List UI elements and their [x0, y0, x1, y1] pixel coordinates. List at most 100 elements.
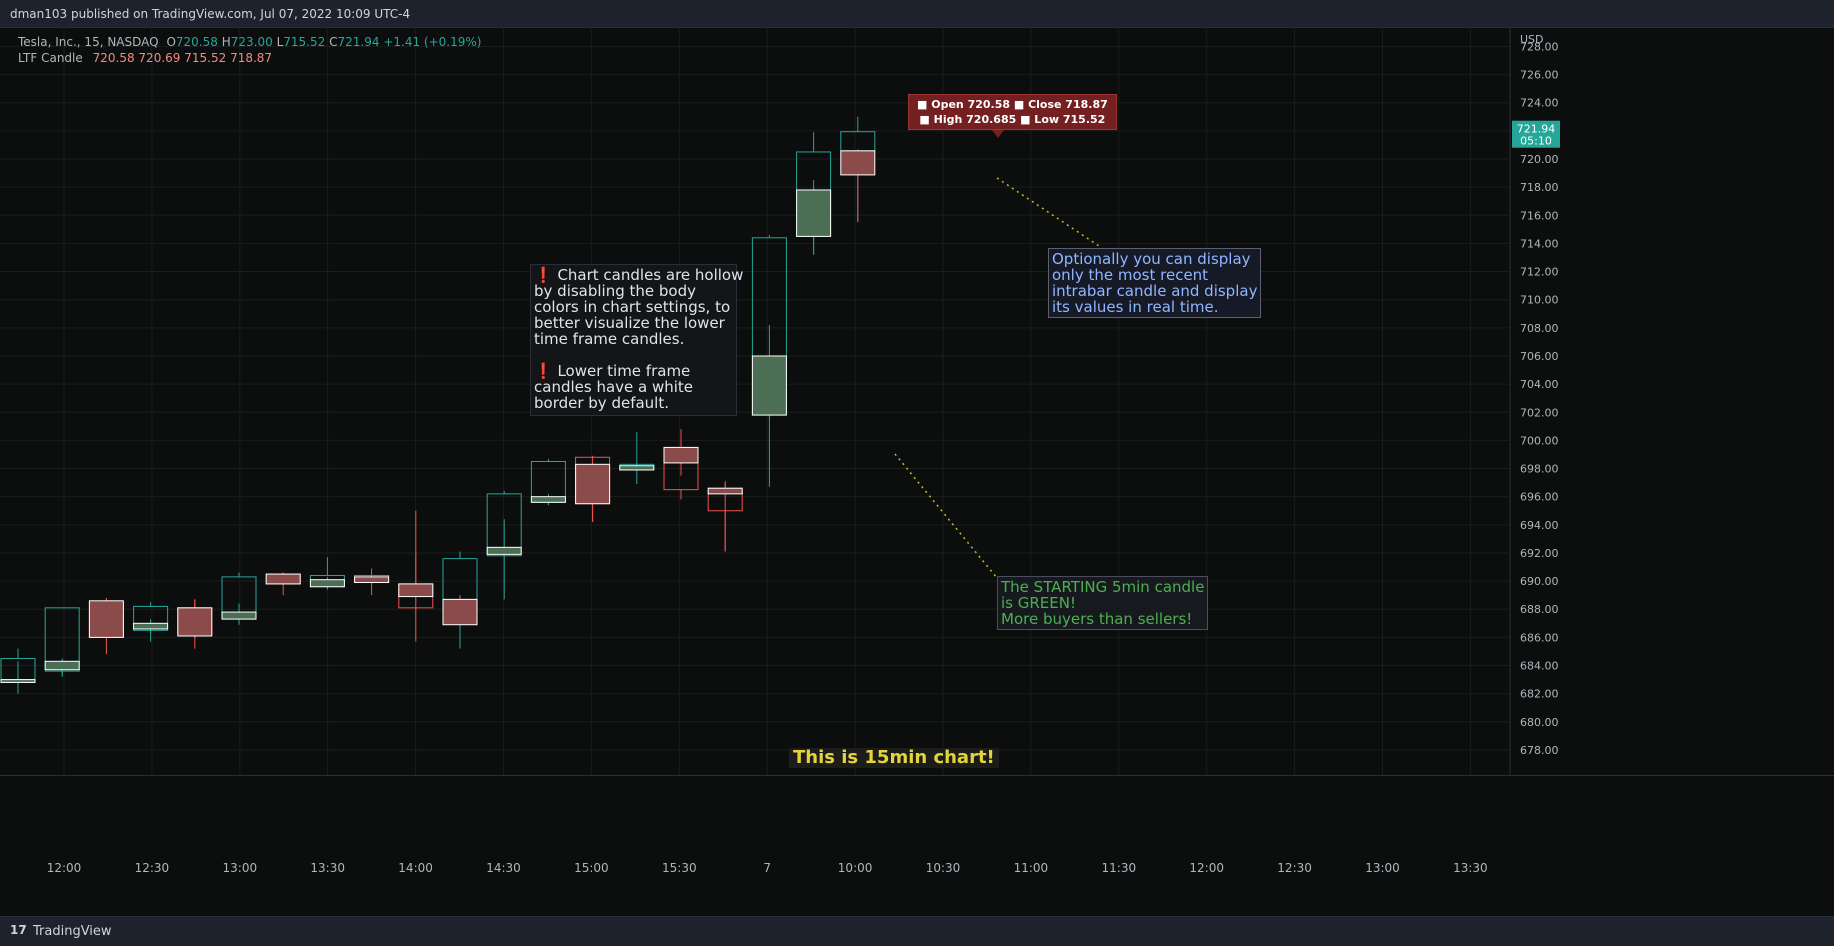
ltf-body [751, 355, 787, 416]
candle-body [442, 558, 478, 600]
note-line: time frame candles. [534, 330, 685, 348]
note-hollow-candles: ❗ Chart candles are hollow by disabling … [530, 264, 744, 416]
y-tick-label: 678.00 [1520, 744, 1559, 757]
legend-close-label: C [329, 35, 338, 49]
legend-symbol-row: Tesla, Inc., 15, NASDAQ O720.58 H723.00 … [18, 34, 481, 50]
connector-line-starting [894, 453, 998, 579]
y-tick-label: 684.00 [1520, 660, 1559, 673]
legend-low: 715.52 [283, 35, 326, 49]
legend-close: 721.94 [337, 35, 380, 49]
y-tick-label: 686.00 [1520, 631, 1559, 644]
y-tick-label: 688.00 [1520, 603, 1559, 616]
last-price-label [1512, 120, 1560, 148]
note-line: only the most recent [1052, 266, 1209, 284]
legend-open-label: O [166, 35, 176, 49]
ltf-body [796, 189, 832, 237]
indicator-value: 715.52 [184, 51, 227, 65]
tooltip-line: ■ Open 720.58 ■ Close 718.87 [917, 98, 1108, 111]
x-tick-label: 10:30 [926, 861, 961, 875]
ltf-body [663, 446, 699, 464]
x-tick-label: 13:30 [1453, 861, 1488, 875]
legend-high: 723.00 [230, 35, 273, 49]
note-line: ❗ Lower time frame [534, 362, 691, 380]
ltf-body [88, 600, 124, 638]
y-tick-label: 698.00 [1520, 463, 1559, 476]
ltf-body [221, 611, 257, 620]
ltf-body [265, 573, 301, 585]
y-tick-label: 726.00 [1520, 69, 1559, 82]
indicator-value: 720.69 [138, 51, 181, 65]
ltf-body [840, 150, 876, 176]
publisher-text: dman103 published on TradingView.com, Ju… [10, 7, 411, 21]
indicator-name[interactable]: LTF Candle [18, 51, 83, 65]
y-tick-label: 718.00 [1520, 181, 1559, 194]
currency-label: USD [1520, 33, 1544, 46]
chart-legend: Tesla, Inc., 15, NASDAQ O720.58 H723.00 … [18, 34, 481, 66]
y-tick-label: 682.00 [1520, 688, 1559, 701]
ltf-values-tooltip: ■ Open 720.58 ■ Close 718.87 ■ High 720.… [908, 94, 1117, 130]
note-line: ❗ Chart candles are hollow [534, 266, 744, 284]
note-starting-candle: The STARTING 5min candle is GREEN! More … [997, 576, 1209, 630]
x-tick-label: 13:00 [223, 861, 258, 875]
y-tick-label: 710.00 [1520, 294, 1559, 307]
y-tick-label: 724.00 [1520, 97, 1559, 110]
y-tick-label: 716.00 [1520, 209, 1559, 222]
y-tick-label: 692.00 [1520, 547, 1559, 560]
note-line [534, 347, 733, 363]
annotation-connectors [894, 177, 1103, 579]
y-tick-label: 720.00 [1520, 153, 1559, 166]
ltf-body [530, 496, 566, 503]
ltf-body [398, 583, 434, 598]
x-tick-label: 14:00 [398, 861, 433, 875]
price-chart[interactable]: 678.00 680.00 682.00 684.00 686.00 688.00 690.… [0, 27, 1834, 916]
note-line: The STARTING 5min candle [1001, 578, 1205, 596]
tradingview-brand[interactable]: TradingView [33, 924, 112, 939]
chart-candles [0, 116, 876, 694]
x-tick-label: 11:00 [1014, 861, 1049, 875]
y-tick-label: 690.00 [1520, 575, 1559, 588]
x-tick-label: 12:00 [47, 861, 82, 875]
chart-axes[interactable]: 678.00 680.00 682.00 684.00 686.00 688.00 690.… [0, 27, 1834, 875]
legend-change: +1.41 (+0.19%) [383, 35, 482, 49]
tradingview-logo-icon[interactable]: 17 [10, 923, 27, 937]
x-tick-label: 12:30 [1277, 861, 1312, 875]
tooltip-pointer [992, 130, 1004, 138]
ltf-body [0, 679, 36, 683]
y-tick-label: 696.00 [1520, 491, 1559, 504]
connector-line-intrabar [996, 177, 1103, 249]
x-tick-label: 12:30 [135, 861, 170, 875]
note-15min-chart: This is 15min chart! [789, 748, 999, 768]
last-price-value: 721.94 [1517, 123, 1556, 136]
x-tick-label: 12:00 [1189, 861, 1224, 875]
candle-body [840, 131, 876, 152]
x-tick-label: 14:30 [486, 861, 521, 875]
ltf-body [486, 546, 522, 555]
y-tick-label: 712.00 [1520, 266, 1559, 279]
x-tick-label: 15:30 [662, 861, 697, 875]
legend-symbol[interactable]: Tesla, Inc., 15, NASDAQ [18, 35, 159, 49]
indicator-value: 720.58 [92, 51, 135, 65]
ltf-body [575, 463, 611, 505]
y-tick-label: 680.00 [1520, 716, 1559, 729]
legend-open: 720.58 [175, 35, 218, 49]
ltf-body [354, 576, 390, 584]
note-line: colors in chart settings, to [534, 298, 731, 316]
legend-indicator-row: LTF Candle 720.58 720.69 715.52 718.87 [18, 50, 481, 66]
y-tick-label: 700.00 [1520, 434, 1559, 447]
y-tick-label: 694.00 [1520, 519, 1559, 532]
ltf-body [707, 487, 743, 495]
ltf-body [442, 598, 478, 626]
note-intrabar: Optionally you can display only the most… [1048, 248, 1262, 318]
footer-bar: 17 TradingView [0, 916, 1834, 946]
ltf-candles [0, 149, 876, 690]
note-line: Optionally you can display [1052, 250, 1251, 268]
note-line: better visualize the lower [534, 314, 725, 332]
note-line: by disabling the body [534, 282, 696, 300]
x-tick-label: 13:00 [1365, 861, 1400, 875]
tooltip-line: ■ High 720.685 ■ Low 715.52 [919, 113, 1106, 126]
y-tick-label: 706.00 [1520, 350, 1559, 363]
legend-low-label: L [276, 35, 284, 49]
y-tick-label: 708.00 [1520, 322, 1559, 335]
ltf-body [309, 579, 345, 588]
y-tick-label: 728.00 [1520, 40, 1559, 53]
